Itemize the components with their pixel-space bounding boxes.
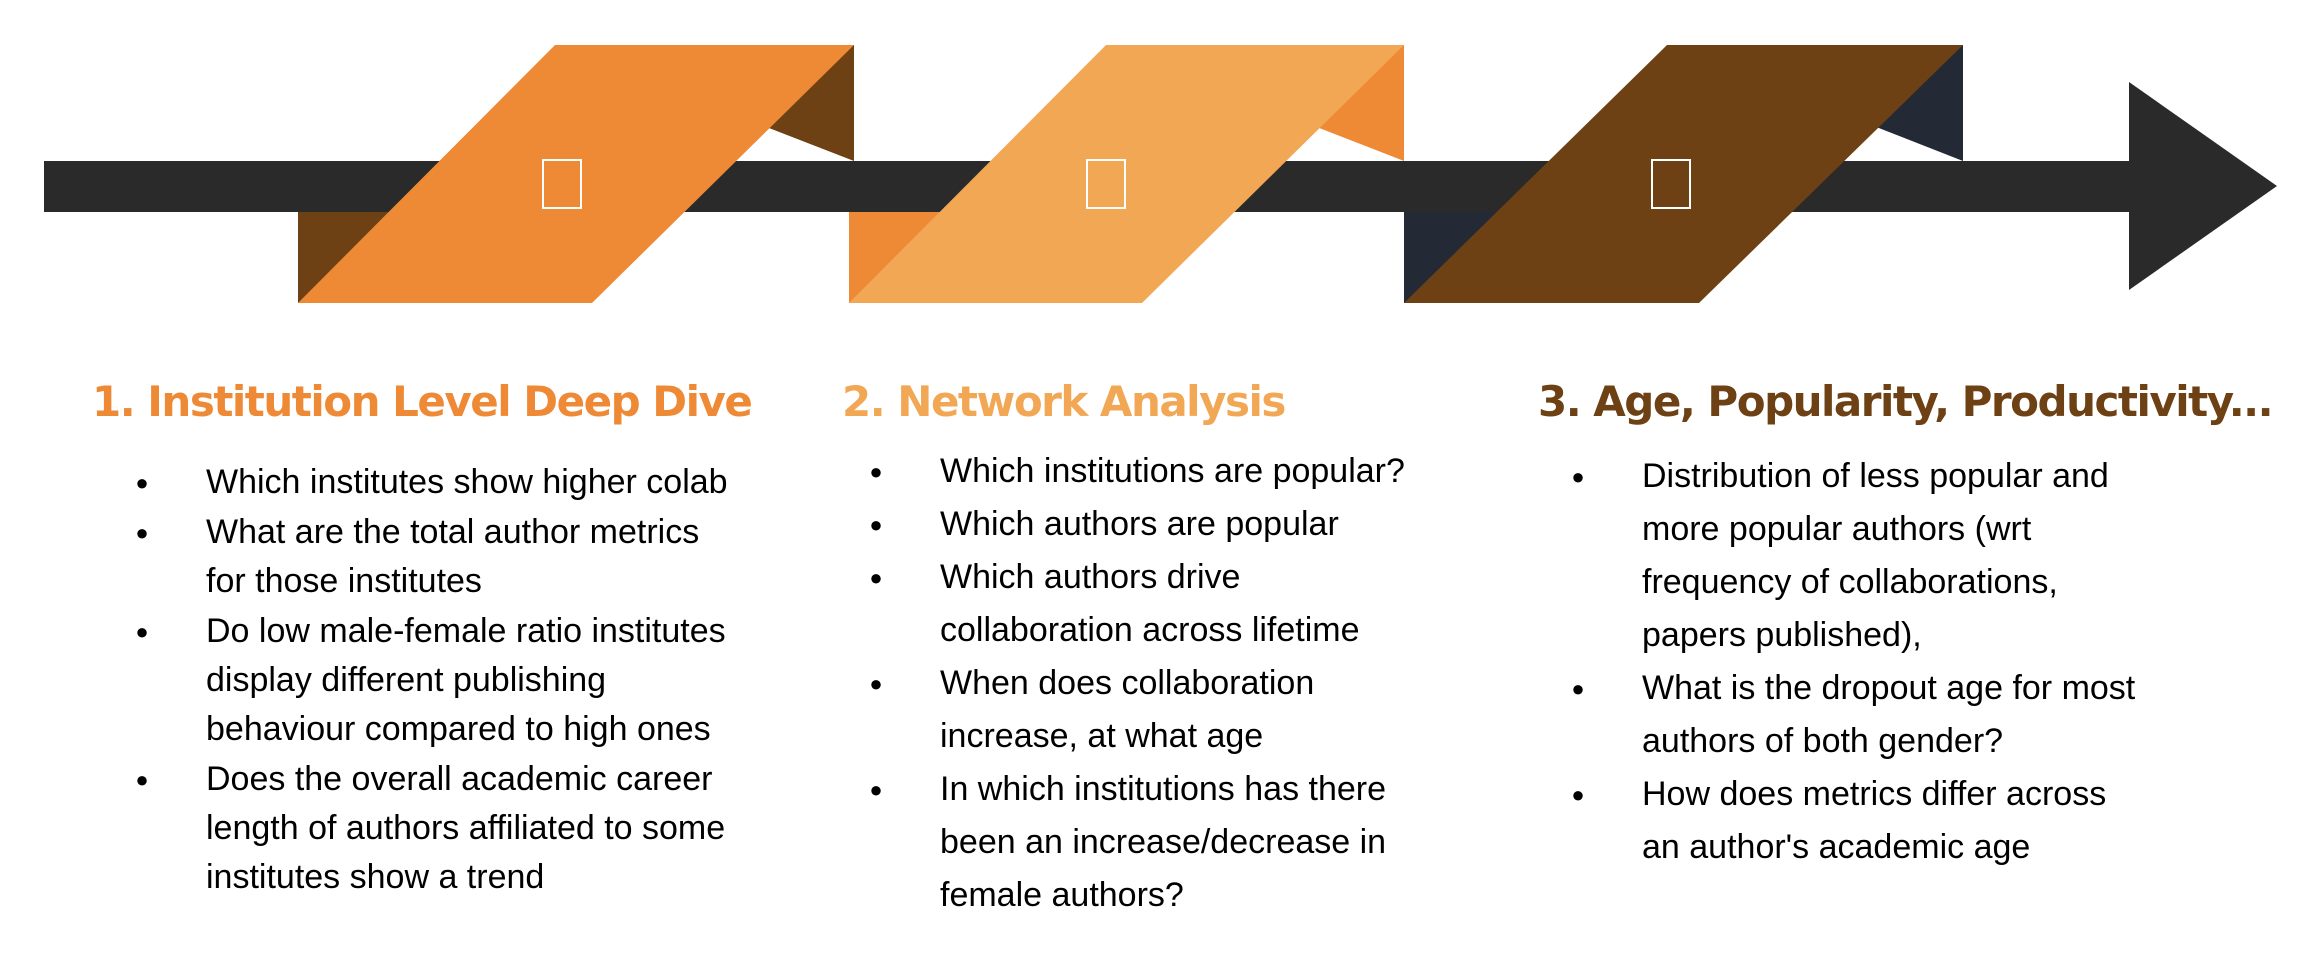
timeline-graphic [44, 45, 2277, 303]
bullet-item: ● What is the dropout age for most authors… [1566, 662, 2286, 768]
bullet-text-line: Does the overall academic career [206, 760, 713, 798]
bullet-text-line: Which institutes show higher colab [206, 463, 728, 501]
square-placeholder-icon [542, 159, 582, 209]
bullet-text-line: In which institutions has there [940, 770, 1387, 808]
bullet-dot: ● [869, 512, 883, 537]
section-title: 3. Age, Popularity, Productivity... [1538, 377, 2274, 426]
bullet-dot: ● [1571, 782, 1585, 807]
bullet-dot: ● [1571, 676, 1585, 701]
bullet-text-line: length of authors affiliated to some [206, 809, 726, 847]
stage-3-parallelogram [1404, 45, 1963, 303]
bullet-text-line: Which authors drive [940, 558, 1241, 596]
bullet-item: ● Distribution of less popular and more po… [1566, 450, 2286, 662]
bullet-dot: ● [135, 520, 149, 545]
bullet-dot: ● [869, 565, 883, 590]
bullet-text-line: more popular authors (wrt [1642, 510, 2032, 548]
bullet-text-line: female authors? [940, 876, 1184, 914]
bullet-item: ● Which authors drive collaboration across… [864, 551, 1504, 657]
bullet-text-line: authors of both gender? [1642, 722, 2004, 760]
bullet-item: ● Which institutions are popular? [864, 445, 1504, 498]
bullet-item: ● How does metrics differ across an author… [1566, 768, 2286, 874]
bullet-text-line: been an increase/decrease in [940, 823, 1387, 861]
bullet-text-line: increase, at what age [940, 717, 1264, 755]
bullet-text-line: Which authors are popular [940, 505, 1339, 543]
bullet-item: ● Which institutes show higher colab [130, 458, 870, 507]
section-title: 2. Network Analysis [842, 377, 1286, 426]
bullet-item: ● Do low male-female ratio institutes disp… [130, 607, 870, 754]
bullet-text-line: papers published), [1642, 616, 1922, 654]
bullet-text-line: Do low male-female ratio institutes [206, 612, 726, 650]
bullet-list: ● Which institutions are popular? ● Which a… [864, 445, 1504, 922]
bullet-text-line: How does metrics differ across [1642, 775, 2107, 813]
bullet-text-line: What are the total author metrics [206, 513, 700, 551]
bullet-item: ● When does collaboration increase, at wha… [864, 657, 1504, 763]
bullet-item: ● In which institutions has there been an … [864, 763, 1504, 922]
timeline-arrow-head [2129, 82, 2277, 290]
square-placeholder-icon [1086, 159, 1126, 209]
bullet-dot: ● [135, 470, 149, 495]
bullet-text-line: display different publishing [206, 661, 607, 699]
bullet-text-line: When does collaboration [940, 664, 1315, 702]
bullet-text-line: frequency of collaborations, [1642, 563, 2058, 601]
square-placeholder-icon [1651, 159, 1691, 209]
bullet-dot: ● [135, 619, 149, 644]
bullet-dot: ● [869, 459, 883, 484]
bullet-item: ● Which authors are popular [864, 498, 1504, 551]
bullet-dot: ● [1571, 464, 1585, 489]
section-title: 1. Institution Level Deep Dive [92, 377, 753, 426]
bullet-text-line: for those institutes [206, 562, 482, 600]
bullet-list: ● Which institutes show higher colab ● What… [130, 458, 870, 903]
bullet-text-line: an author's academic age [1642, 828, 2031, 866]
bullet-text-line: behaviour compared to high ones [206, 710, 711, 748]
bullet-text-line: institutes show a trend [206, 858, 545, 896]
bullet-item: ● What are the total author metrics for th… [130, 508, 870, 606]
bullet-dot: ● [135, 767, 149, 792]
bullet-dot: ● [869, 671, 883, 696]
bullet-text-line: Distribution of less popular and [1642, 457, 2109, 495]
bullet-list: ● Distribution of less popular and more po… [1566, 450, 2286, 874]
bullet-item: ● Does the overall academic career length … [130, 755, 870, 902]
bullet-text-line: collaboration across lifetime [940, 611, 1360, 649]
stage-2-parallelogram [849, 45, 1404, 303]
stage-1-parallelogram [298, 45, 854, 303]
bullet-text-line: What is the dropout age for most [1642, 669, 2136, 707]
bullet-text-line: Which institutions are popular? [940, 452, 1405, 490]
bullet-dot: ● [869, 777, 883, 802]
